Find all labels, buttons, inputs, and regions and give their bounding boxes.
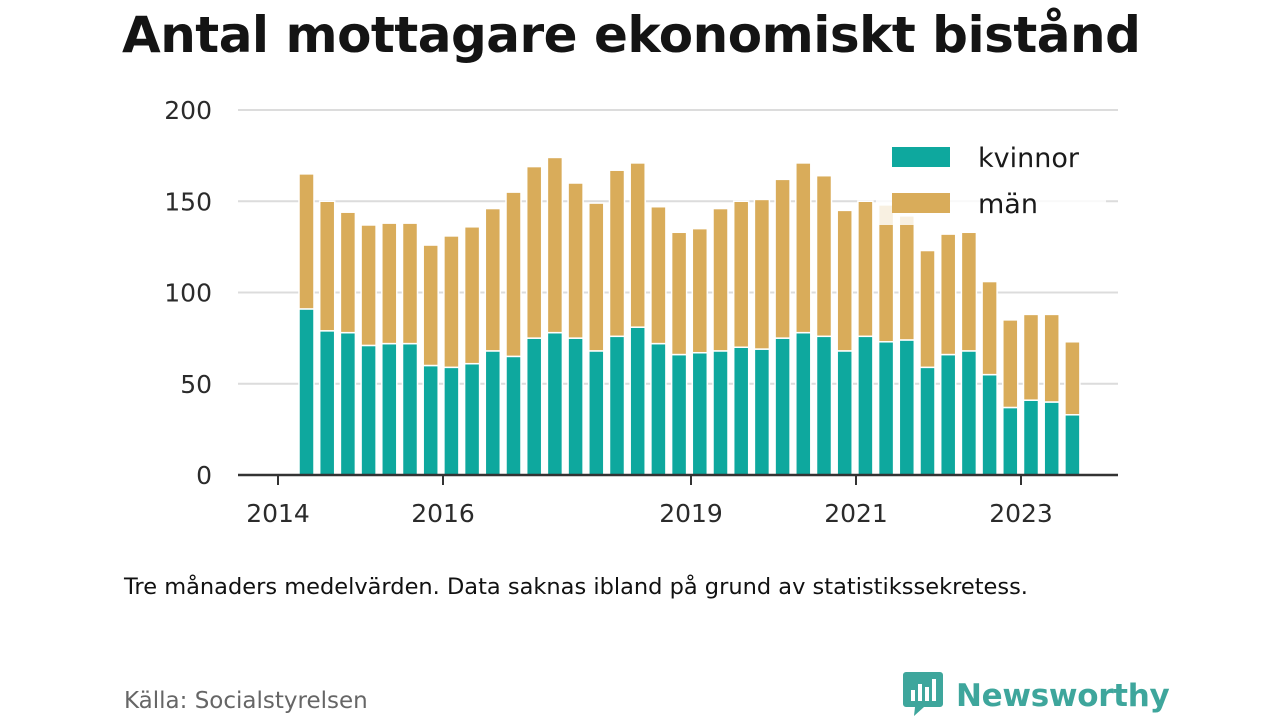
bar-man bbox=[1064, 341, 1081, 416]
source-text: Källa: Socialstyrelsen bbox=[124, 688, 368, 714]
bar-man bbox=[505, 191, 522, 358]
bar-kvinnor bbox=[629, 326, 646, 476]
newsworthy-logo-icon bbox=[902, 670, 944, 722]
bar-man bbox=[463, 226, 481, 365]
bar-kvinnor bbox=[732, 346, 750, 476]
brand-name: Newsworthy bbox=[956, 678, 1170, 714]
legend-swatch bbox=[892, 193, 950, 213]
y-tick-label: 200 bbox=[164, 96, 212, 125]
bar-man bbox=[712, 207, 729, 352]
bar-man bbox=[732, 200, 750, 348]
bar-man bbox=[360, 224, 377, 347]
bar-kvinnor bbox=[774, 337, 791, 476]
bar-kvinnor bbox=[712, 350, 729, 476]
bar-man bbox=[588, 202, 605, 352]
x-tick-label: 2014 bbox=[246, 499, 310, 528]
bar-kvinnor bbox=[381, 342, 398, 476]
bar-man bbox=[857, 200, 874, 338]
bar-man bbox=[774, 178, 791, 339]
bar-kvinnor bbox=[1022, 399, 1040, 476]
bar-kvinnor bbox=[877, 341, 895, 476]
chart-note: Tre månaders medelvärden. Data saknas ib… bbox=[124, 574, 1028, 600]
brand-logo: Newsworthy bbox=[902, 670, 1170, 722]
bar-kvinnor bbox=[360, 344, 377, 476]
bar-kvinnor bbox=[443, 366, 460, 476]
bar-kvinnor bbox=[463, 362, 481, 476]
x-tick-label: 2016 bbox=[411, 499, 475, 528]
bar-man bbox=[836, 209, 853, 352]
bar-kvinnor bbox=[318, 330, 336, 476]
bar-man bbox=[815, 174, 833, 338]
bar-man bbox=[691, 227, 709, 354]
bar-kvinnor bbox=[505, 355, 522, 476]
bar-man bbox=[484, 207, 502, 352]
bar-man bbox=[877, 204, 895, 343]
bar-kvinnor bbox=[691, 351, 709, 476]
bar-man bbox=[546, 156, 564, 334]
bar-kvinnor bbox=[298, 308, 315, 476]
bar-man bbox=[381, 222, 398, 345]
bar-kvinnor bbox=[960, 350, 978, 476]
y-tick-label: 100 bbox=[164, 279, 212, 308]
bar-man bbox=[339, 211, 357, 334]
y-tick-label: 0 bbox=[196, 461, 212, 490]
bar-kvinnor bbox=[1043, 401, 1060, 476]
chart-title: Antal mottagare ekonomiskt bistånd bbox=[122, 6, 1141, 64]
bar-kvinnor bbox=[650, 342, 667, 476]
axes: 0 50 100 150 200 2014 2016 2019 2021 2023 bbox=[164, 96, 1118, 528]
bar-man bbox=[443, 235, 460, 369]
legend-swatch bbox=[892, 147, 950, 167]
x-tick-label: 2021 bbox=[824, 499, 888, 528]
bar-man bbox=[753, 198, 771, 350]
bar-man bbox=[960, 231, 978, 352]
bar-kvinnor bbox=[857, 335, 874, 476]
bar-kvinnor bbox=[939, 353, 957, 476]
legend-label: kvinnor bbox=[978, 143, 1080, 174]
bar-man bbox=[298, 173, 315, 310]
bar-kvinnor bbox=[836, 350, 853, 476]
bar-kvinnor bbox=[898, 339, 916, 476]
bar-man bbox=[608, 169, 626, 338]
bar-man bbox=[939, 233, 957, 356]
bar-kvinnor bbox=[422, 364, 439, 476]
bar-kvinnor bbox=[815, 335, 833, 476]
bar-kvinnor bbox=[670, 353, 688, 476]
stacked-bar-chart: 0 50 100 150 200 2014 2016 2019 2021 2023 kvinnor… bbox=[164, 96, 1118, 528]
bar-man bbox=[1022, 313, 1040, 401]
bar-kvinnor bbox=[1064, 414, 1081, 476]
bar-man bbox=[650, 205, 667, 345]
bar-kvinnor bbox=[567, 337, 584, 476]
x-tick-label: 2019 bbox=[659, 499, 723, 528]
bar-kvinnor bbox=[484, 350, 502, 476]
bar-man bbox=[422, 244, 439, 367]
y-tick-label: 150 bbox=[164, 187, 212, 216]
bar-man bbox=[567, 182, 584, 339]
bar-man bbox=[795, 162, 812, 334]
bar-man bbox=[401, 222, 419, 345]
bar-man bbox=[1002, 319, 1019, 409]
legend-label: män bbox=[978, 189, 1038, 220]
bar-kvinnor bbox=[401, 342, 419, 476]
y-tick-label: 50 bbox=[180, 370, 212, 399]
bar-man bbox=[670, 231, 688, 356]
bar-kvinnor bbox=[525, 337, 543, 476]
bar-kvinnor bbox=[339, 331, 357, 476]
bar-man bbox=[318, 200, 336, 332]
bar-man bbox=[919, 249, 936, 369]
legend: kvinnor män bbox=[876, 135, 1106, 225]
bar-kvinnor bbox=[608, 335, 626, 476]
bar-man bbox=[629, 162, 646, 328]
bar-man bbox=[525, 165, 543, 339]
bar-man bbox=[1043, 313, 1060, 403]
bar-kvinnor bbox=[981, 373, 998, 476]
bar-kvinnor bbox=[919, 366, 936, 476]
bar-kvinnor bbox=[753, 348, 771, 476]
x-tick-label: 2023 bbox=[989, 499, 1053, 528]
bar-man bbox=[898, 215, 916, 341]
bar-man bbox=[981, 280, 998, 376]
bar-kvinnor bbox=[588, 350, 605, 476]
bar-kvinnor bbox=[1002, 406, 1019, 476]
bar-kvinnor bbox=[546, 331, 564, 476]
bar-kvinnor bbox=[795, 331, 812, 476]
